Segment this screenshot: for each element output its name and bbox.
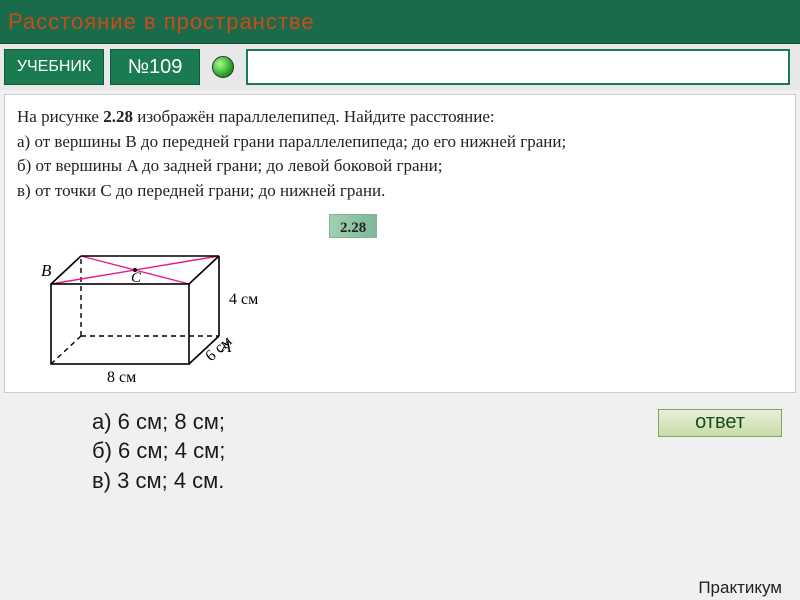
parallelepiped-figure: B C A 4 см 6 см 8 см (19, 214, 239, 384)
problem-line-c: в) от точки C до передней грани; до нижн… (17, 179, 783, 204)
parallelepiped-svg: B C A 4 см 6 см 8 см (19, 214, 259, 384)
page-title: Расстояние в пространстве (8, 9, 315, 35)
answers-block: а) 6 см; 8 см; б) 6 см; 4 см; в) 3 см; 4… (92, 407, 638, 496)
figure-number-badge: 2.28 (329, 214, 377, 238)
problem-line-a: а) от вершины B до передней грани паралл… (17, 130, 783, 155)
answer-b: б) 6 см; 4 см; (92, 436, 638, 466)
answers-row: а) 6 см; 8 см; б) 6 см; 4 см; в) 3 см; 4… (0, 397, 800, 496)
toolbar: УЧЕБНИК №109 (0, 44, 800, 90)
figure-row: B C A 4 см 6 см 8 см 2.28 (17, 214, 783, 384)
footer-label: Практикум (698, 578, 782, 598)
label-C: C (131, 270, 142, 286)
intro-text-b: изображён параллелепипед. Найдите рассто… (133, 107, 495, 126)
answer-button[interactable]: ответ (658, 409, 782, 437)
textbook-button[interactable]: УЧЕБНИК (4, 49, 104, 85)
toolbar-input[interactable] (246, 49, 790, 85)
header-bar: Расстояние в пространстве (0, 0, 800, 44)
dim-width: 8 см (107, 369, 136, 384)
answer-c: в) 3 см; 4 см. (92, 466, 638, 496)
intro-text-a: На рисунке (17, 107, 103, 126)
dim-height: 4 см (229, 291, 258, 308)
problem-line-b: б) от вершины A до задней грани; до лево… (17, 154, 783, 179)
problem-panel: На рисунке 2.28 изображён параллелепипед… (4, 94, 796, 393)
answer-a: а) 6 см; 8 см; (92, 407, 638, 437)
label-B: B (41, 261, 52, 280)
figure-ref: 2.28 (103, 107, 133, 126)
exercise-number[interactable]: №109 (110, 49, 200, 85)
problem-intro: На рисунке 2.28 изображён параллелепипед… (17, 105, 783, 130)
status-light-icon (212, 56, 234, 78)
